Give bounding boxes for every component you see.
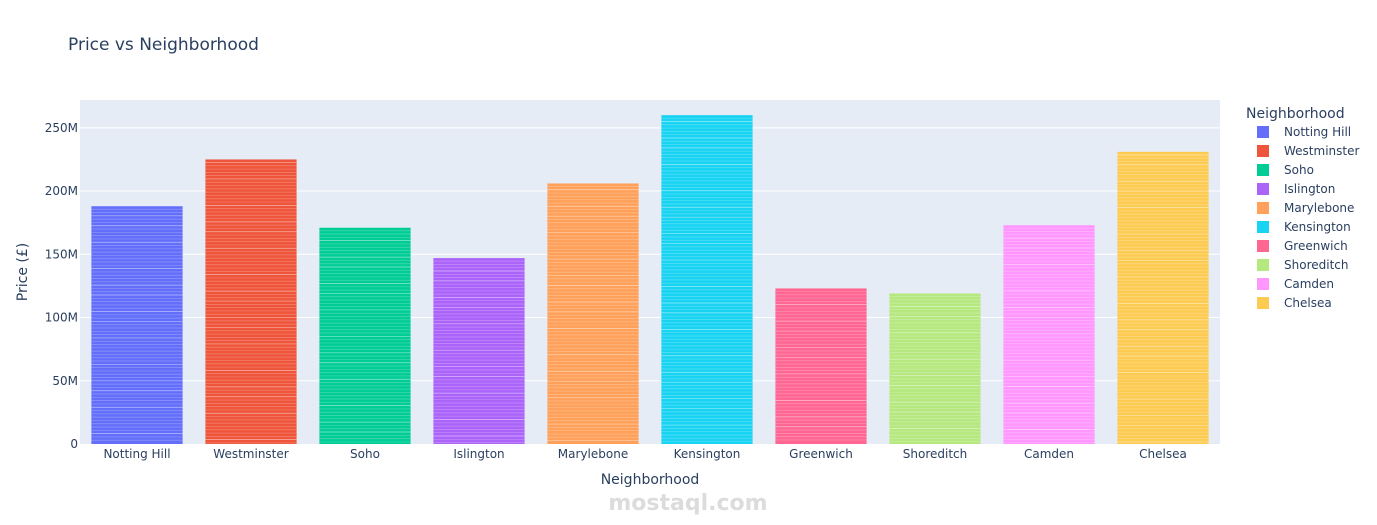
x-axis-title: Neighborhood — [601, 472, 700, 488]
legend-item[interactable]: Marylebone — [1257, 201, 1354, 215]
x-tick-label: Marylebone — [558, 447, 628, 461]
legend-label: Soho — [1284, 163, 1314, 177]
x-tick-label: Islington — [453, 447, 504, 461]
legend-label: Marylebone — [1284, 201, 1354, 215]
bar — [1003, 225, 1095, 444]
bar — [661, 115, 753, 445]
watermark: mostaql.com — [608, 491, 767, 516]
bar — [775, 288, 867, 444]
legend-item[interactable]: Shoreditch — [1257, 258, 1348, 272]
legend-swatch — [1257, 297, 1269, 309]
x-tick-label: Notting Hill — [103, 447, 170, 461]
legend-label: Chelsea — [1284, 296, 1332, 310]
legend-swatch — [1257, 221, 1269, 233]
legend-swatch — [1257, 164, 1269, 176]
x-tick-label: Shoreditch — [903, 447, 967, 461]
bar — [319, 227, 411, 444]
legend-swatch — [1257, 278, 1269, 290]
y-tick-label: 50M — [52, 374, 78, 388]
bar-chelsea — [1117, 151, 1209, 444]
x-tick-label: Kensington — [674, 447, 741, 461]
legend-swatch — [1257, 259, 1269, 271]
legend-swatch — [1257, 183, 1269, 195]
legend: Neighborhood Notting Hill Westminster Soho… — [1246, 106, 1359, 310]
y-tick-label: 200M — [45, 184, 78, 198]
y-axis-ticks: 0 50M 100M 150M 200M 250M — [45, 121, 78, 451]
bar-shoreditch — [889, 293, 981, 444]
bar-notting-hill — [91, 206, 183, 444]
legend-item[interactable]: Kensington — [1257, 220, 1351, 234]
bar — [889, 293, 981, 444]
chart-title: Price vs Neighborhood — [68, 35, 259, 55]
bar-islington — [433, 258, 525, 444]
y-tick-label: 250M — [45, 121, 78, 135]
x-tick-label: Greenwich — [789, 447, 853, 461]
legend-item[interactable]: Islington — [1257, 182, 1335, 196]
legend-label: Islington — [1284, 182, 1335, 196]
legend-swatch — [1257, 126, 1269, 138]
x-tick-label: Soho — [350, 447, 380, 461]
x-tick-label: Chelsea — [1139, 447, 1187, 461]
bar-greenwich — [775, 288, 867, 444]
y-tick-label: 100M — [45, 311, 78, 325]
bar — [433, 258, 525, 444]
bar-marylebone — [547, 183, 639, 444]
y-axis-title: Price (£) — [15, 243, 31, 301]
legend-label: Notting Hill — [1284, 125, 1351, 139]
legend-item[interactable]: Westminster — [1257, 144, 1359, 158]
legend-swatch — [1257, 145, 1269, 157]
y-tick-label: 150M — [45, 247, 78, 261]
bar-camden — [1003, 225, 1095, 444]
legend-label: Westminster — [1284, 144, 1359, 158]
legend-label: Shoreditch — [1284, 258, 1348, 272]
legend-label: Camden — [1284, 277, 1334, 291]
legend-title: Neighborhood — [1246, 106, 1345, 122]
bar — [547, 183, 639, 444]
legend-swatch — [1257, 202, 1269, 214]
y-tick-label: 0 — [70, 437, 78, 451]
x-tick-label: Westminster — [213, 447, 288, 461]
bars — [91, 115, 1209, 445]
bar — [1117, 151, 1209, 444]
legend-label: Kensington — [1284, 220, 1351, 234]
legend-item[interactable]: Notting Hill — [1257, 125, 1351, 139]
legend-label: Greenwich — [1284, 239, 1348, 253]
bar-westminster — [205, 159, 297, 445]
x-tick-label: Camden — [1024, 447, 1074, 461]
bar-kensington — [661, 115, 753, 445]
bar-soho — [319, 227, 411, 444]
legend-item[interactable]: Soho — [1257, 163, 1314, 177]
bar — [91, 206, 183, 444]
x-axis-ticks: Notting Hill Westminster Soho Islington Mary… — [103, 447, 1186, 461]
legend-swatch — [1257, 240, 1269, 252]
legend-item[interactable]: Chelsea — [1257, 296, 1332, 310]
legend-item[interactable]: Greenwich — [1257, 239, 1348, 253]
legend-item[interactable]: Camden — [1257, 277, 1334, 291]
